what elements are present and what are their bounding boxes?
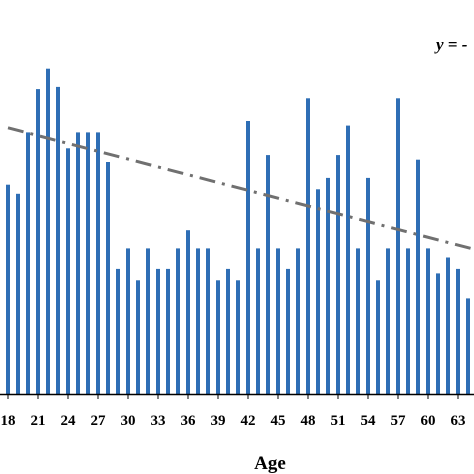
bar-age-51 [336,155,340,394]
bar-age-49 [316,189,320,395]
x-tick-label-57: 57 [391,413,407,429]
x-tick-label-18: 18 [1,413,16,429]
bar-age-64 [466,298,470,394]
bar-age-41 [236,280,240,395]
bar-age-24 [66,148,70,394]
bar-age-46 [286,268,290,394]
bar-age-25 [76,132,80,394]
bar-age-18 [6,184,10,394]
x-tick-label-39: 39 [211,413,226,429]
bar-age-27 [96,132,100,394]
x-tick-label-27: 27 [91,413,107,429]
bar-age-34 [166,268,170,394]
bar-age-48 [306,98,310,395]
x-tick-labels-group: 1821242730333639424548515457606366 [1,413,466,429]
x-tick-label-36: 36 [181,413,197,429]
bars-group [6,68,470,395]
bar-age-39 [216,280,220,395]
bar-age-47 [296,248,300,394]
x-axis-title: Age [254,453,286,474]
x-tick-label-42: 42 [241,413,256,429]
bar-age-37 [196,248,200,394]
bar-age-32 [146,248,150,394]
x-tick-label-24: 24 [61,413,77,429]
bar-age-56 [386,248,390,394]
bar-age-50 [326,177,330,394]
bar-age-28 [106,162,110,394]
x-tick-label-54: 54 [361,413,377,429]
x-tick-label-45: 45 [271,413,286,429]
bar-age-38 [206,248,210,394]
bar-age-58 [406,248,410,394]
bar-age-45 [276,248,280,394]
trend-equation-label: y = - [434,35,468,54]
bar-age-30 [126,248,130,394]
bar-age-20 [26,132,30,394]
bar-age-60 [426,248,430,394]
x-tick-label-63: 63 [451,413,466,429]
bar-age-26 [86,132,90,394]
bar-age-31 [136,280,140,395]
x-tick-label-48: 48 [301,413,316,429]
bar-age-55 [376,280,380,395]
bar-age-40 [226,268,230,394]
bar-age-42 [246,121,250,394]
bar-age-29 [116,268,120,394]
bar-age-61 [436,273,440,394]
bar-age-33 [156,268,160,394]
x-tick-label-33: 33 [151,413,166,429]
bar-age-22 [46,68,50,394]
bar-age-35 [176,248,180,394]
x-tick-label-21: 21 [31,413,46,429]
bar-age-43 [256,248,260,394]
x-ticks-group [7,394,459,399]
bar-age-59 [416,159,420,394]
bar-age-53 [356,248,360,394]
x-tick-label-30: 30 [121,413,136,429]
bar-age-36 [186,230,190,394]
x-tick-label-51: 51 [331,413,346,429]
bar-age-63 [456,268,460,394]
bar-age-52 [346,125,350,394]
bar-age-62 [446,257,450,394]
bar-age-23 [56,86,60,395]
bar-age-57 [396,98,400,395]
x-tick-label-60: 60 [421,413,436,429]
bar-age-54 [366,177,370,394]
bar-age-21 [36,89,40,394]
bar-age-19 [16,193,20,394]
bar-age-44 [266,155,270,394]
